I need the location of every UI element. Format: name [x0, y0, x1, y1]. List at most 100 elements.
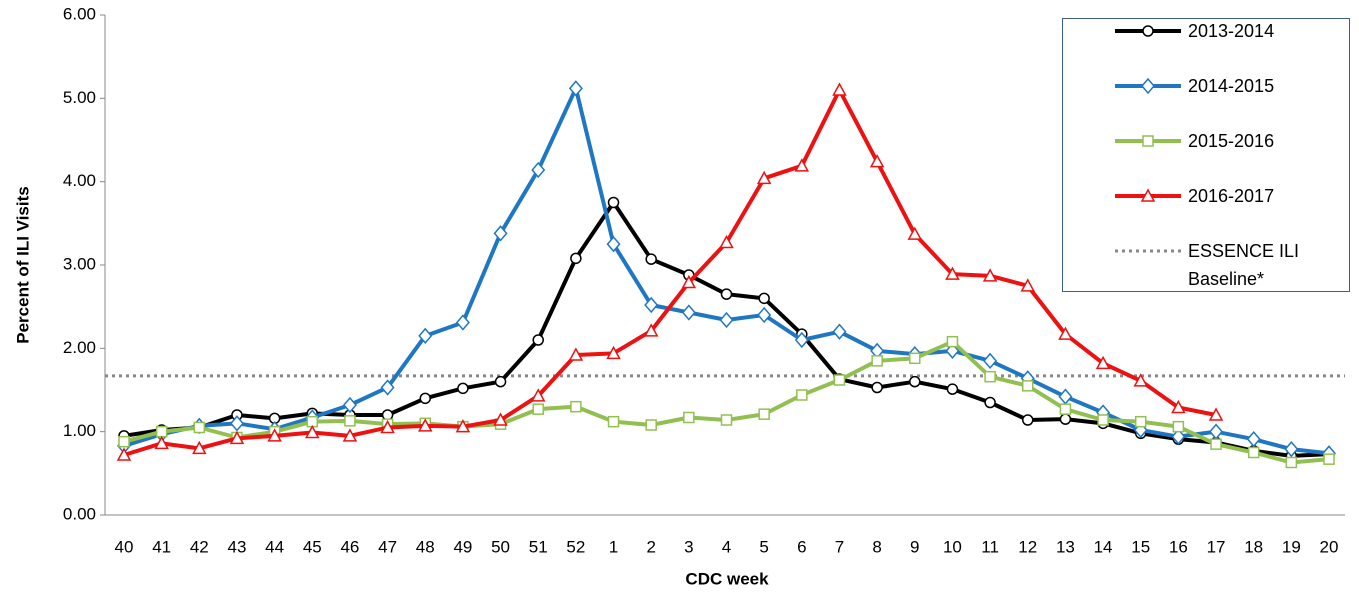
- marker: [1134, 415, 1147, 428]
- x-tick-label: 8: [872, 537, 881, 556]
- marker: [606, 345, 621, 360]
- legend-label: 2015-2016: [1188, 131, 1275, 151]
- x-tick-label: 7: [835, 537, 844, 556]
- marker: [645, 419, 657, 431]
- marker: [832, 82, 847, 96]
- marker: [1141, 77, 1155, 95]
- marker: [607, 196, 620, 209]
- x-tick-label: 40: [115, 537, 134, 556]
- marker: [568, 347, 584, 361]
- legend-swatch: [1115, 188, 1181, 202]
- marker: [757, 306, 772, 324]
- y-tick-label: 2.00: [63, 338, 96, 357]
- marker: [1095, 355, 1111, 370]
- marker: [832, 323, 847, 340]
- marker: [794, 158, 810, 172]
- x-tick-label: 51: [529, 537, 548, 556]
- marker: [606, 236, 621, 253]
- marker: [1208, 407, 1224, 421]
- marker: [342, 396, 357, 414]
- x-tick-label: 6: [797, 537, 806, 556]
- marker: [193, 421, 206, 434]
- marker: [1022, 414, 1034, 426]
- marker: [1246, 431, 1261, 448]
- y-axis-title: Percent of ILI Visits: [13, 186, 32, 343]
- legend-swatch: [1115, 25, 1181, 37]
- x-tick-label: 19: [1282, 537, 1301, 556]
- marker: [719, 234, 734, 249]
- marker: [681, 274, 697, 289]
- series-line: [123, 339, 1330, 465]
- marker: [909, 375, 921, 388]
- marker: [267, 428, 282, 442]
- marker: [344, 415, 356, 427]
- marker: [984, 370, 996, 383]
- marker: [192, 440, 207, 455]
- marker: [380, 419, 395, 434]
- x-tick-label: 41: [152, 537, 171, 556]
- x-tick-label: 45: [303, 537, 322, 556]
- marker: [758, 292, 770, 305]
- x-tick-label: 14: [1094, 537, 1113, 556]
- marker: [1171, 399, 1186, 414]
- marker: [457, 382, 469, 395]
- x-tick-label: 5: [759, 537, 768, 556]
- x-axis-title: CDC week: [685, 569, 769, 588]
- x-tick-label: 9: [910, 537, 919, 556]
- marker: [945, 266, 960, 280]
- marker: [871, 355, 883, 367]
- marker: [532, 403, 544, 415]
- legend: 2013-2014 2014-2015 2015-2016 2016-2017 ESSE…: [1062, 18, 1350, 292]
- x-tick-label: 10: [943, 537, 962, 556]
- x-tick-label: 1: [609, 537, 618, 556]
- marker: [493, 412, 508, 426]
- marker: [1058, 326, 1073, 340]
- x-tick-label: 46: [340, 537, 359, 556]
- legend-swatch: [1115, 249, 1181, 253]
- x-tick-label: 4: [722, 537, 731, 556]
- marker: [683, 411, 695, 424]
- marker: [1284, 441, 1299, 458]
- x-tick-label: 18: [1244, 537, 1263, 556]
- marker: [118, 435, 130, 448]
- marker: [719, 311, 734, 329]
- marker: [1142, 135, 1154, 147]
- legend-label: 2014-2015: [1188, 76, 1275, 96]
- y-tick-label: 6.00: [63, 4, 96, 23]
- x-tick-label: 17: [1207, 537, 1226, 556]
- marker: [229, 430, 245, 445]
- x-tick-label: 49: [453, 537, 472, 556]
- legend-label: 2016-2017: [1188, 186, 1275, 206]
- x-tick-label: 15: [1131, 537, 1150, 556]
- marker: [681, 304, 696, 321]
- marker: [342, 428, 358, 442]
- marker: [1323, 453, 1335, 465]
- legend-swatch: [1115, 135, 1181, 147]
- marker: [455, 314, 470, 331]
- x-tick-label: 47: [378, 537, 397, 556]
- marker: [305, 424, 320, 439]
- marker: [531, 161, 546, 179]
- marker: [1210, 438, 1222, 450]
- marker: [380, 379, 395, 396]
- legend-swatch: [1115, 77, 1181, 95]
- marker: [909, 352, 921, 365]
- marker: [530, 388, 546, 402]
- x-tick-label: 48: [416, 537, 435, 556]
- x-tick-label: 50: [491, 537, 510, 556]
- y-tick-label: 4.00: [63, 171, 96, 190]
- x-tick-label: 44: [265, 537, 284, 556]
- marker: [796, 389, 808, 401]
- marker: [869, 154, 885, 168]
- x-tick-label: 2: [646, 537, 655, 556]
- series-line: [123, 88, 1217, 457]
- marker: [984, 396, 996, 409]
- x-tick-label: 12: [1018, 537, 1037, 556]
- x-tick-label: 11: [981, 537, 999, 556]
- marker: [756, 170, 772, 185]
- marker: [645, 253, 657, 265]
- marker: [418, 327, 433, 344]
- marker: [1285, 456, 1298, 469]
- x-tick-label: 16: [1169, 537, 1188, 556]
- marker: [1058, 388, 1073, 405]
